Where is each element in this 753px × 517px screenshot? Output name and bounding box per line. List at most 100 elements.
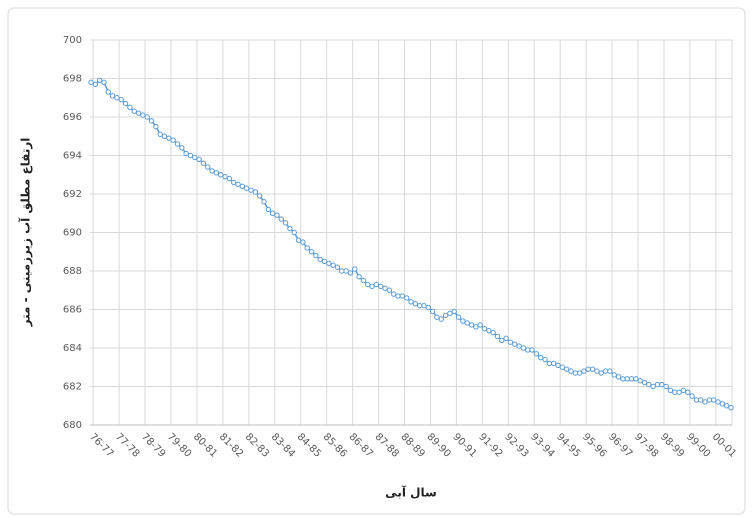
data-point [183,150,189,157]
data-point [538,354,544,361]
data-point [403,295,410,301]
data-point [473,324,479,330]
data-point [455,314,462,320]
data-point [114,95,120,101]
data-point [135,110,142,116]
data-point [667,387,674,394]
data-point [693,397,700,403]
data-point [205,164,211,170]
data-point [447,310,453,317]
data-point [438,316,444,322]
data-point [308,249,315,255]
data-point [589,366,596,372]
data-point [248,187,254,193]
data-point [170,137,176,143]
data-point [715,399,721,405]
data-point [252,189,259,195]
data-point [140,112,146,118]
data-point [477,322,483,328]
data-point [663,383,669,390]
data-point [196,156,202,163]
data-point [231,179,237,186]
data-point [464,320,470,326]
data-point [412,301,419,307]
data-point [503,335,509,342]
data-point [650,383,656,390]
data-point [555,362,561,369]
data-point [365,281,371,288]
data-point [369,283,375,290]
y-tick-label: 682 [63,382,82,393]
data-point [451,308,457,315]
y-tick-label: 686 [63,305,82,316]
x-axis-title: سال آبی [385,485,437,500]
data-point [313,252,319,259]
data-point [672,389,678,395]
y-tick-label: 690 [63,228,82,239]
data-point [192,154,198,161]
data-point [576,370,583,376]
data-point [118,96,124,103]
data-point [213,170,220,176]
data-point [287,225,293,232]
data-point [542,356,548,363]
data-point [321,258,328,265]
data-point [378,283,384,290]
data-point [516,343,522,349]
data-point [624,376,630,382]
data-point [620,376,626,382]
data-point [442,312,449,318]
data-point [295,237,302,243]
data-point [654,381,661,388]
data-point [551,360,557,367]
data-point [174,141,181,147]
data-point [602,368,609,374]
data-point [291,229,297,236]
data-point [334,264,341,270]
y-axis-title: ارتفاع مطلق آب زیرزمینی - متر [18,138,33,328]
data-point [239,183,246,190]
data-point [585,366,591,372]
data-point [317,256,323,263]
data-point [685,389,691,395]
data-point [200,160,207,166]
data-point [179,145,185,151]
data-point [408,299,414,305]
data-point [615,374,622,380]
data-point [581,368,587,374]
data-point [226,175,233,182]
data-point [421,302,427,309]
data-point [96,77,103,84]
y-tick-label: 688 [63,266,82,277]
data-point [343,268,349,274]
y-tick-label: 700 [63,35,82,46]
data-point [494,333,501,340]
y-tick-label: 684 [63,343,82,354]
data-point [386,287,393,293]
data-point [209,168,215,174]
data-point [481,326,488,332]
y-tick-label: 680 [63,420,82,431]
data-point [269,210,276,216]
data-point [101,79,107,86]
data-point [499,337,505,343]
data-point [157,131,163,138]
data-point [723,403,730,409]
data-point [339,268,345,274]
data-point [261,199,267,205]
data-point [468,322,475,328]
data-point [598,370,604,376]
data-point [300,239,306,245]
data-point [607,368,613,374]
data-point [153,123,159,130]
data-point [382,285,388,292]
data-point [559,364,566,370]
data-point [702,399,708,405]
data-point [728,404,734,411]
data-point [187,152,194,159]
data-point [641,379,648,386]
data-point [131,108,137,114]
data-point [698,397,704,403]
data-point [256,193,263,199]
